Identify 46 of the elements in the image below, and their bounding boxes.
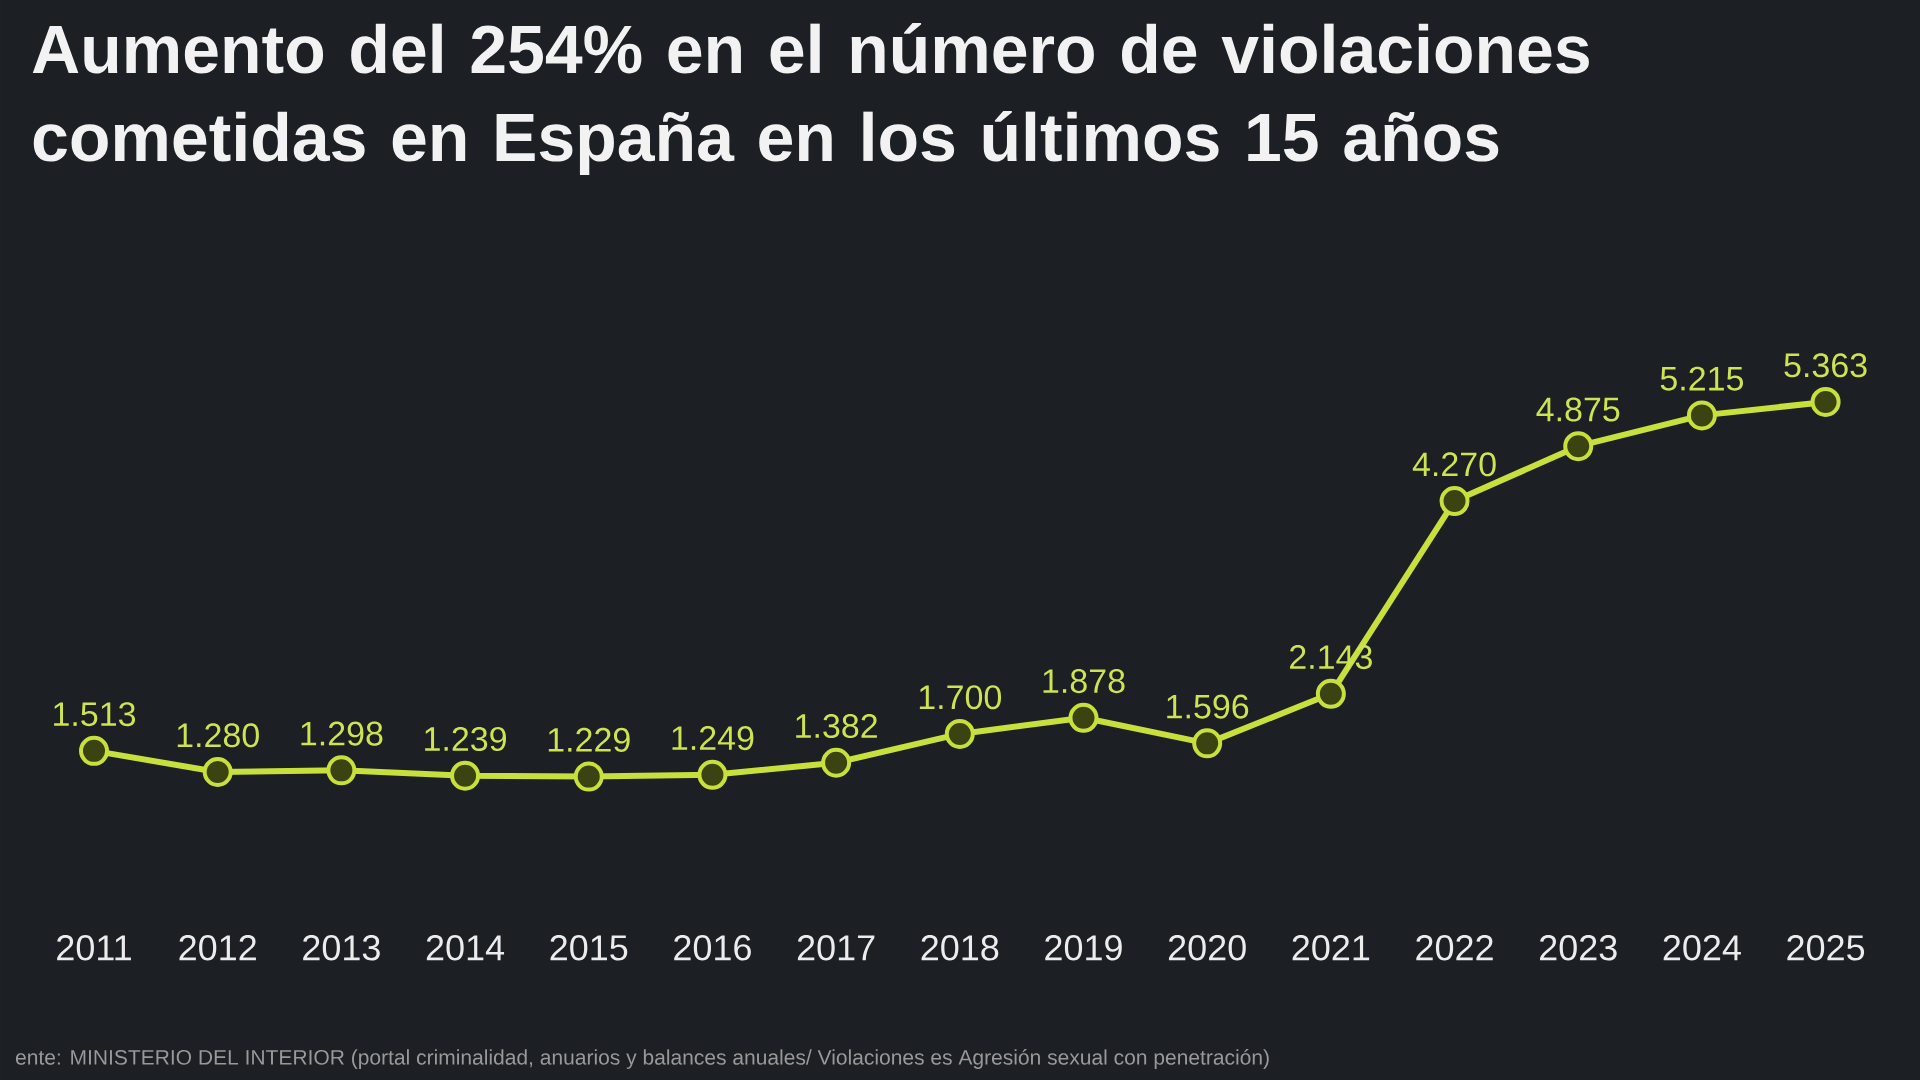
point [1439,486,1470,517]
x-tick-label: 2025 [1787,935,1865,961]
x-tick-label: 2023 [1540,935,1617,961]
data-label: 1.513 [54,702,136,727]
x-tick-label: 2020 [1168,935,1246,961]
point [450,760,481,791]
data-label: 4.270 [1412,452,1496,477]
data-label: 5.363 [1784,353,1867,378]
data-label: 1.239 [425,726,506,752]
chart-title: Aumento del 254% en el número de violaciones cometidas en España en los últimos 15 años [32,23,1589,176]
point [1068,702,1099,733]
x-tick-label: 2018 [921,935,999,961]
data-label: 1.878 [1043,669,1125,694]
data-label: 5.215 [1660,366,1743,391]
point [821,747,852,778]
x-tick-label: 2011 [57,935,131,961]
x-tick-label: 2024 [1663,935,1741,961]
point [944,718,975,749]
point [1810,386,1841,417]
x-tick-label: 2017 [797,935,875,961]
data-label: 1.382 [796,714,877,739]
data-label: 1.700 [919,685,1002,710]
x-tick-label: 2021 [1292,935,1370,961]
data-label: 1.229 [548,727,630,752]
point [573,761,604,792]
data-label: 1.596 [1167,694,1249,719]
point [326,755,357,786]
point [1192,728,1223,759]
x-tick-label: 2012 [179,935,256,961]
data-label: 1.298 [301,721,383,746]
data-label: 1.280 [177,723,259,748]
x-tick-label: 2014 [426,935,505,961]
x-tick-label: 2015 [550,935,628,961]
x-tick-label: 2016 [674,935,751,961]
point [1315,678,1346,709]
x-tick-label: 2019 [1045,935,1122,961]
point [697,759,728,790]
text: ente: MINISTERIO DEL INTERIOR (portal criminalidad, anuarios y balances anuales/ Violaciones es Agresión sexual con penetración) [15,1049,1269,1069]
data-label: 4.875 [1536,397,1620,422]
x-tick-label: 2013 [303,935,380,961]
data-label: 1.249 [672,726,754,751]
point [1686,400,1717,431]
point [202,756,233,787]
x-tick-label: 2022 [1416,935,1493,961]
point [79,735,110,766]
point [1563,431,1594,462]
